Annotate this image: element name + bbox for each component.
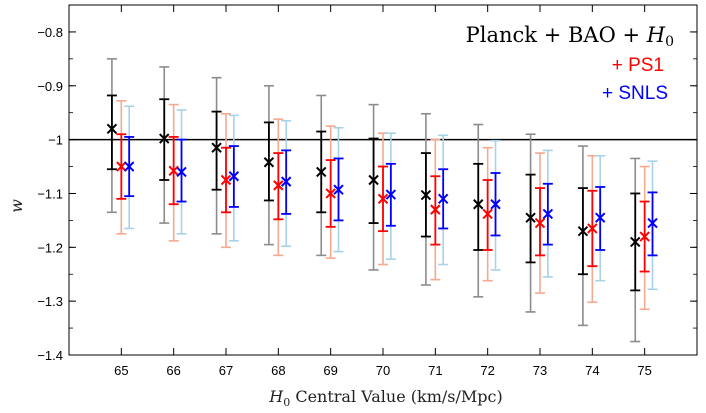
data-point-marker (525, 212, 536, 223)
data-point-marker (316, 166, 327, 178)
x-tick-label: 65 (114, 363, 128, 378)
y-tick-label: −0.8 (37, 25, 63, 40)
data-point-marker (280, 176, 292, 187)
legend-entry-ps1: + PS1 (612, 55, 664, 76)
data-point-marker (385, 189, 397, 200)
legend-title: Planck + BAO + H0 (466, 23, 674, 50)
data-point-marker (176, 166, 187, 178)
series-ps1 (116, 100, 650, 311)
y-tick-label: −1.3 (37, 294, 63, 309)
data-point-marker (159, 133, 170, 144)
data-point-marker (263, 157, 275, 168)
data-point-marker (377, 193, 389, 205)
data-point-marker (430, 204, 441, 215)
data-point-marker (123, 161, 135, 172)
x-tick-label: 75 (637, 363, 651, 378)
data-point-marker (577, 225, 589, 237)
data-point-marker (594, 212, 606, 223)
data-point-marker (630, 236, 641, 248)
x-tick-label: 72 (480, 363, 494, 378)
y-tick-label: −1.4 (37, 348, 63, 363)
y-tick-label: −0.9 (37, 79, 63, 94)
data-point-marker (647, 217, 658, 229)
data-point-marker (325, 188, 336, 199)
data-point-marker (542, 208, 554, 220)
y-tick-label: −1.1 (37, 186, 63, 201)
data-point-marker (228, 171, 240, 182)
x-tick-label: 74 (585, 363, 599, 378)
legend: Planck + BAO + H0 + PS1 + SNLS (466, 23, 674, 104)
data-point-marker (587, 223, 598, 234)
x-axis-label: H0 Central Value (km/s/Mpc) (268, 387, 502, 409)
data-point-marker (273, 180, 284, 191)
data-point-marker (211, 142, 222, 153)
data-point-marker (490, 199, 501, 210)
data-point-marker (437, 193, 449, 205)
data-point-marker (639, 231, 650, 242)
x-tick-label: 73 (533, 363, 547, 378)
x-tick-label: 69 (323, 363, 337, 378)
x-tick-label: 68 (271, 363, 285, 378)
data-point-marker (482, 208, 493, 220)
data-point-marker (106, 123, 118, 135)
data-point-marker (534, 217, 546, 229)
data-point-marker (116, 161, 127, 172)
data-point-marker (473, 199, 484, 210)
data-point-marker (420, 189, 432, 201)
data-point-marker (368, 174, 379, 186)
x-tick-label: 71 (428, 363, 442, 378)
plot-area: −1.4 −1.3 −1.2 −1.1 −1 −0.9 −0.8 65 66 67 68 69 70 71… (37, 4, 698, 378)
x-tick-label: 70 (376, 363, 390, 378)
series-snls (123, 105, 658, 291)
series-baseline (106, 58, 641, 343)
legend-entry-snls: + SNLS (602, 83, 668, 104)
data-point-marker (220, 174, 232, 186)
y-tick-label: −1.2 (37, 240, 63, 255)
y-tick-label: −1 (48, 133, 63, 148)
y-axis-label: w (7, 199, 26, 213)
x-tick-label: 67 (219, 363, 233, 378)
x-tick-label: 66 (166, 363, 180, 378)
data-point-marker (333, 184, 344, 195)
